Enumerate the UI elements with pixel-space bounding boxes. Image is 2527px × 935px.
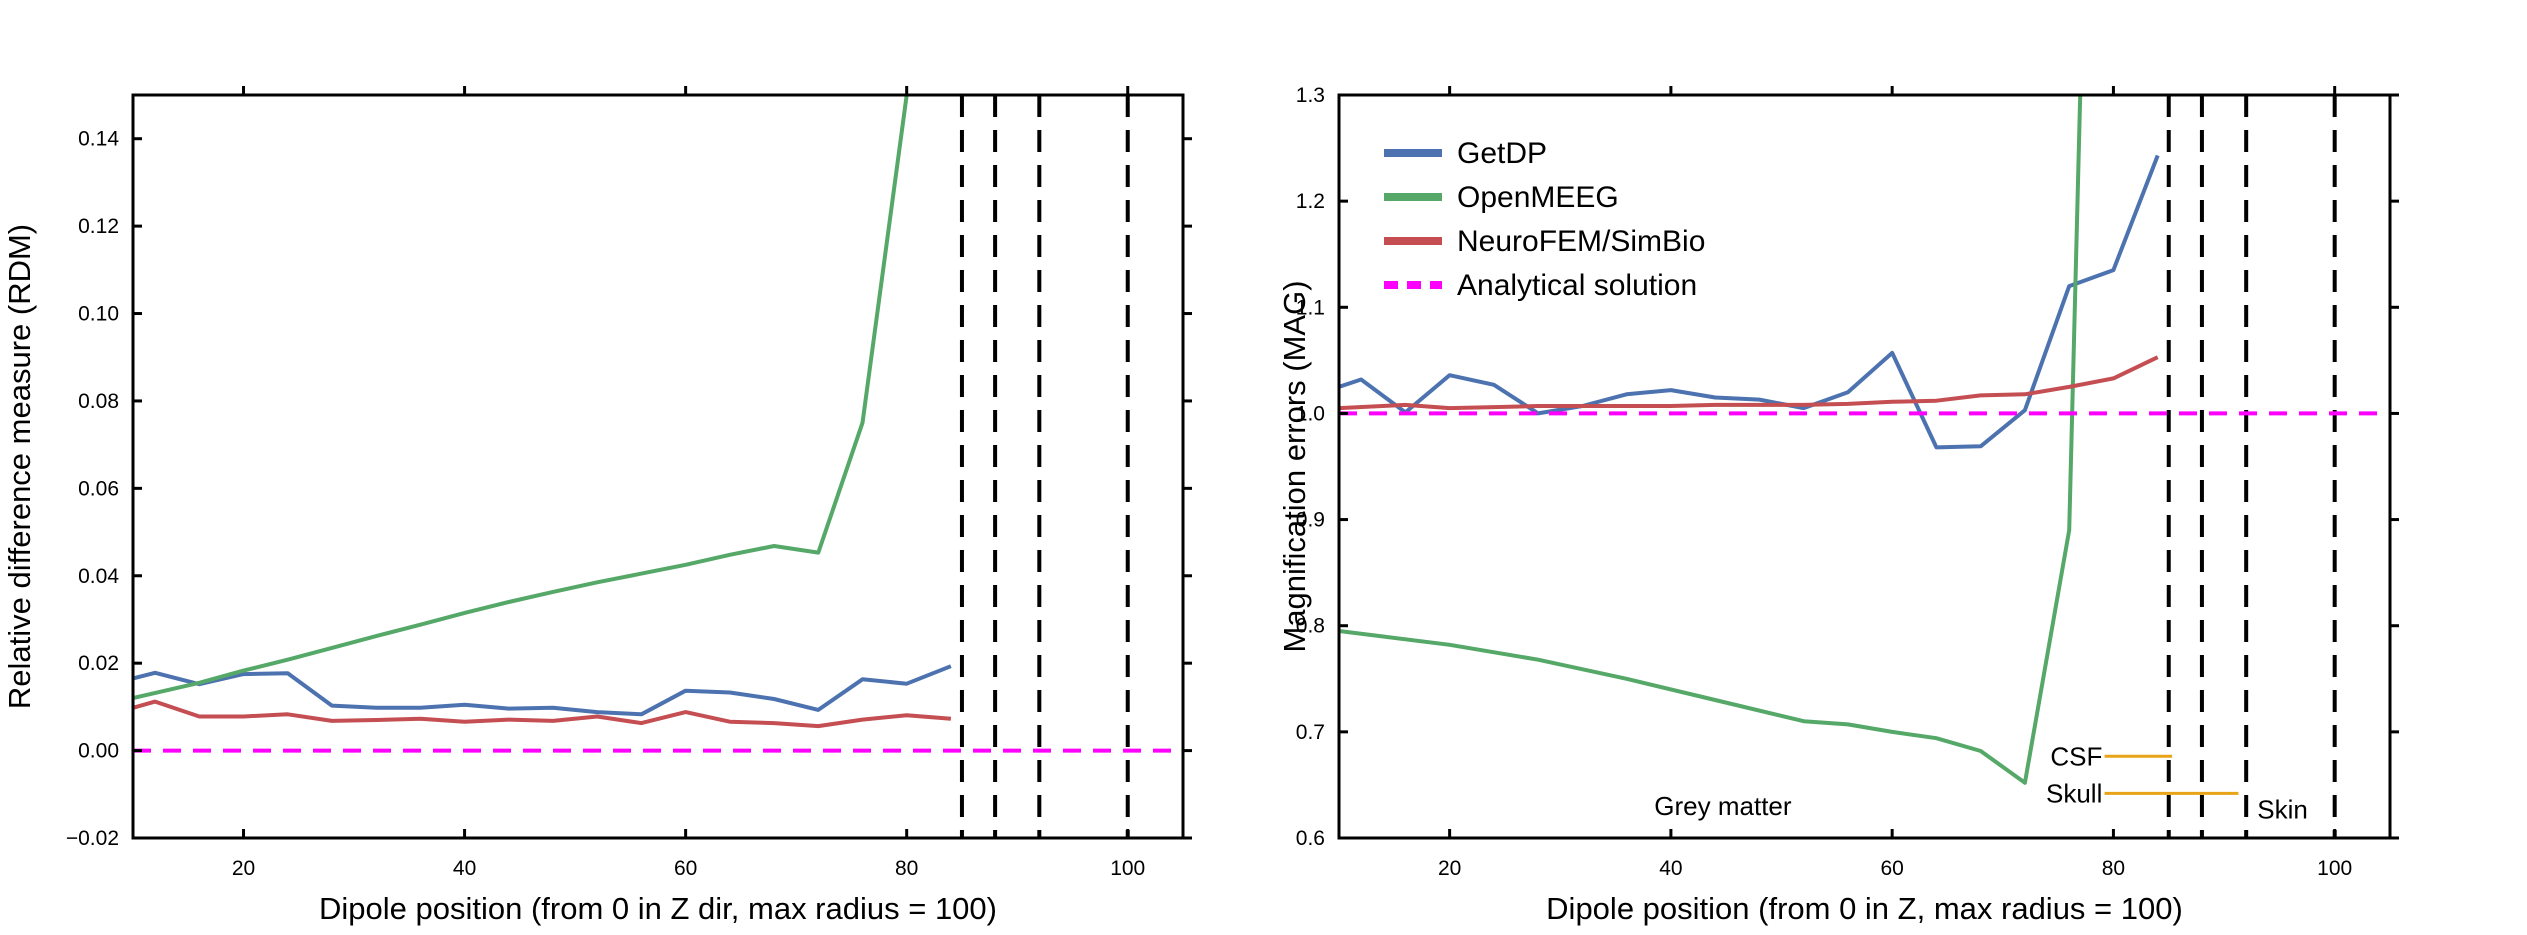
y-tick-label: 0.10 <box>78 303 119 326</box>
y-tick-label: 0.08 <box>78 390 119 413</box>
x-tick-label: 20 <box>232 857 255 880</box>
annotation-csf: CSF <box>2050 741 2102 771</box>
x-tick-label: 100 <box>2317 857 2352 880</box>
y-tick-label: 0.04 <box>78 565 119 588</box>
y-tick-label: 0.12 <box>78 215 119 238</box>
plot-frame <box>1337 93 2392 840</box>
x-tick-label: 40 <box>1659 857 1682 880</box>
annotation-skin: Skin <box>2257 794 2308 824</box>
y-tick-label: 1.3 <box>1296 84 1325 107</box>
y-axis-label: Relative difference measure (RDM) <box>2 224 37 709</box>
series-openmeeg <box>133 95 909 701</box>
x-tick-label: 80 <box>2102 857 2125 880</box>
left-rdm-plot: 20 40 60 80 100 −0.02 0.00 0.02 0.04 0.06 0.08 0.10… <box>2 86 1192 926</box>
x-tick-label: 60 <box>674 857 697 880</box>
x-axis-label: Dipole position (from 0 in Z dir, max ra… <box>319 891 997 926</box>
series-neurofem-simbio <box>1339 355 2159 411</box>
annotation-skull: Skull <box>2046 778 2102 808</box>
series-openmeeg <box>1339 95 2083 785</box>
y-tick-label: 0.00 <box>78 740 119 763</box>
y-tick-label: 0.02 <box>78 652 119 675</box>
x-tick-label: 40 <box>453 857 476 880</box>
series-getdp <box>1339 154 2160 450</box>
x-axis-label: Dipole position (from 0 in Z, max radius… <box>1546 891 2183 926</box>
x-tick-label: 80 <box>895 857 918 880</box>
legend: GetDP OpenMEEG NeuroFEM/SimBio Analytical s… <box>1384 137 1705 302</box>
x-tick-label: 20 <box>1438 857 1461 880</box>
legend-label-neurofem-simbio: NeuroFEM/SimBio <box>1457 225 1705 258</box>
y-tick-label: 1.1 <box>1296 296 1325 319</box>
annotation-grey-matter: Grey matter <box>1654 791 1792 821</box>
y-tick-label: 1.0 <box>1296 402 1325 425</box>
y-tick-label: 1.2 <box>1296 190 1325 213</box>
x-tick-label: 100 <box>1110 857 1145 880</box>
y-tick-label: 0.9 <box>1296 509 1325 532</box>
y-tick-label: −0.02 <box>66 827 119 850</box>
x-tick-label: 60 <box>1880 857 1903 880</box>
series-getdp <box>133 664 952 717</box>
legend-label-analytical-solution: Analytical solution <box>1457 269 1697 302</box>
y-tick-label: 0.14 <box>78 128 119 151</box>
y-tick-label: 0.06 <box>78 477 119 500</box>
right-mag-plot: Grey matter CSF Skull Skin 20 40 60 80 100 0.6 0.7… <box>1277 84 2399 926</box>
series-neurofem-simbio <box>133 699 952 729</box>
y-tick-label: 0.6 <box>1296 827 1325 850</box>
legend-label-getdp: GetDP <box>1457 137 1547 170</box>
y-tick-label: 0.8 <box>1296 615 1325 638</box>
legend-label-openmeeg: OpenMEEG <box>1457 181 1619 214</box>
y-tick-label: 0.7 <box>1296 721 1325 744</box>
y-axis-label: Magnification errors (MAG) <box>1277 280 1312 652</box>
plot-frame <box>131 93 1185 840</box>
